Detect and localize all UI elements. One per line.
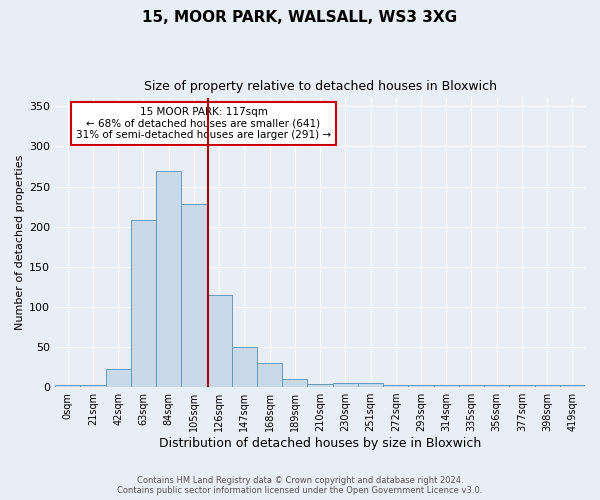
Bar [383,386,409,387]
Bar [232,347,257,387]
Bar [55,386,80,387]
Bar [282,379,307,387]
Bar [509,386,535,387]
Bar [560,384,585,387]
Bar [332,383,358,387]
Bar [459,386,484,387]
Title: Size of property relative to detached houses in Bloxwich: Size of property relative to detached ho… [143,80,497,93]
Bar [409,386,434,387]
Text: 15, MOOR PARK, WALSALL, WS3 3XG: 15, MOOR PARK, WALSALL, WS3 3XG [142,10,458,25]
Bar [206,295,232,387]
Text: 15 MOOR PARK: 117sqm
← 68% of detached houses are smaller (641)
31% of semi-deta: 15 MOOR PARK: 117sqm ← 68% of detached h… [76,107,331,140]
Bar [156,170,181,387]
Bar [106,370,131,387]
Bar [307,384,332,387]
Bar [434,384,459,387]
Bar [181,204,206,387]
X-axis label: Distribution of detached houses by size in Bloxwich: Distribution of detached houses by size … [159,437,481,450]
Text: Contains HM Land Registry data © Crown copyright and database right 2024.
Contai: Contains HM Land Registry data © Crown c… [118,476,482,495]
Y-axis label: Number of detached properties: Number of detached properties [15,155,25,330]
Bar [257,363,282,387]
Bar [484,386,509,387]
Bar [131,220,156,387]
Bar [358,383,383,387]
Bar [535,386,560,387]
Bar [80,386,106,387]
